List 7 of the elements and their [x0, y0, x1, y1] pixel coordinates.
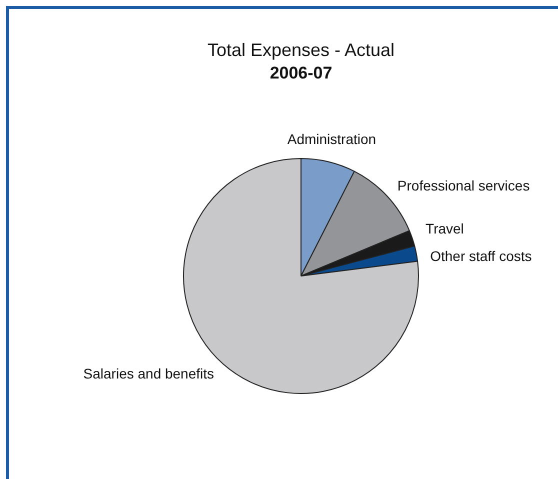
slice-label: Travel: [426, 220, 464, 237]
slice-label: Administration: [287, 130, 376, 147]
slice-label: Other staff costs: [430, 248, 532, 264]
slice-label: Professional services: [397, 177, 530, 194]
chart-title: Total Expenses - Actual: [207, 40, 395, 60]
chart-subtitle: 2006-07: [270, 63, 332, 82]
slice-label: Salaries and benefits: [83, 366, 214, 382]
